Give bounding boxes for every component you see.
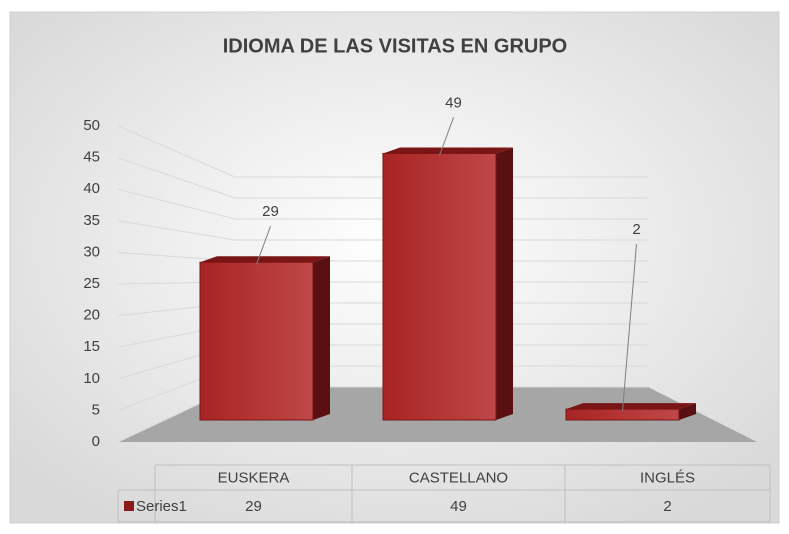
bars: 29 49 2 [199, 94, 696, 421]
table-header: INGLÉS [640, 469, 695, 486]
bar-side [496, 147, 513, 420]
table-lines [117, 464, 771, 523]
data-table: EUSKERA 29 CASTELLANO 49 INGLÉS 2 Series1 [117, 464, 771, 523]
label-leader [622, 243, 637, 412]
table-value: 49 [450, 498, 467, 515]
y-tick-label: 15 [83, 338, 100, 355]
data-label: 49 [445, 94, 462, 111]
y-tick-label: 35 [83, 212, 100, 229]
legend-swatch [124, 501, 134, 511]
bar [382, 152, 497, 421]
bar [199, 261, 314, 421]
data-label: 29 [262, 203, 279, 220]
y-tick-label: 40 [83, 180, 100, 197]
bar-side [679, 403, 696, 420]
bar-top [200, 256, 330, 263]
y-tick-label: 5 [92, 401, 100, 418]
label-leader [439, 117, 454, 156]
y-tick-label: 30 [83, 243, 100, 260]
table-header: EUSKERA [218, 469, 290, 486]
bar-side [313, 256, 330, 420]
y-tick-label: 50 [83, 117, 100, 134]
data-label: 2 [632, 221, 640, 238]
table-header: CASTELLANO [409, 469, 508, 486]
table-value: 2 [663, 498, 671, 515]
bar-top [566, 403, 696, 410]
y-tick-label: 45 [83, 149, 100, 166]
label-leader [256, 226, 271, 265]
y-tick-label: 0 [92, 433, 100, 450]
bar-top [383, 147, 513, 154]
legend-label: Series1 [136, 498, 187, 515]
chart-title: IDIOMA DE LAS VISITAS EN GRUPO [223, 35, 567, 57]
y-tick-label: 10 [83, 370, 100, 387]
y-tick-label: 20 [83, 307, 100, 324]
table-value: 29 [245, 498, 262, 515]
y-tick-label: 25 [83, 275, 100, 292]
